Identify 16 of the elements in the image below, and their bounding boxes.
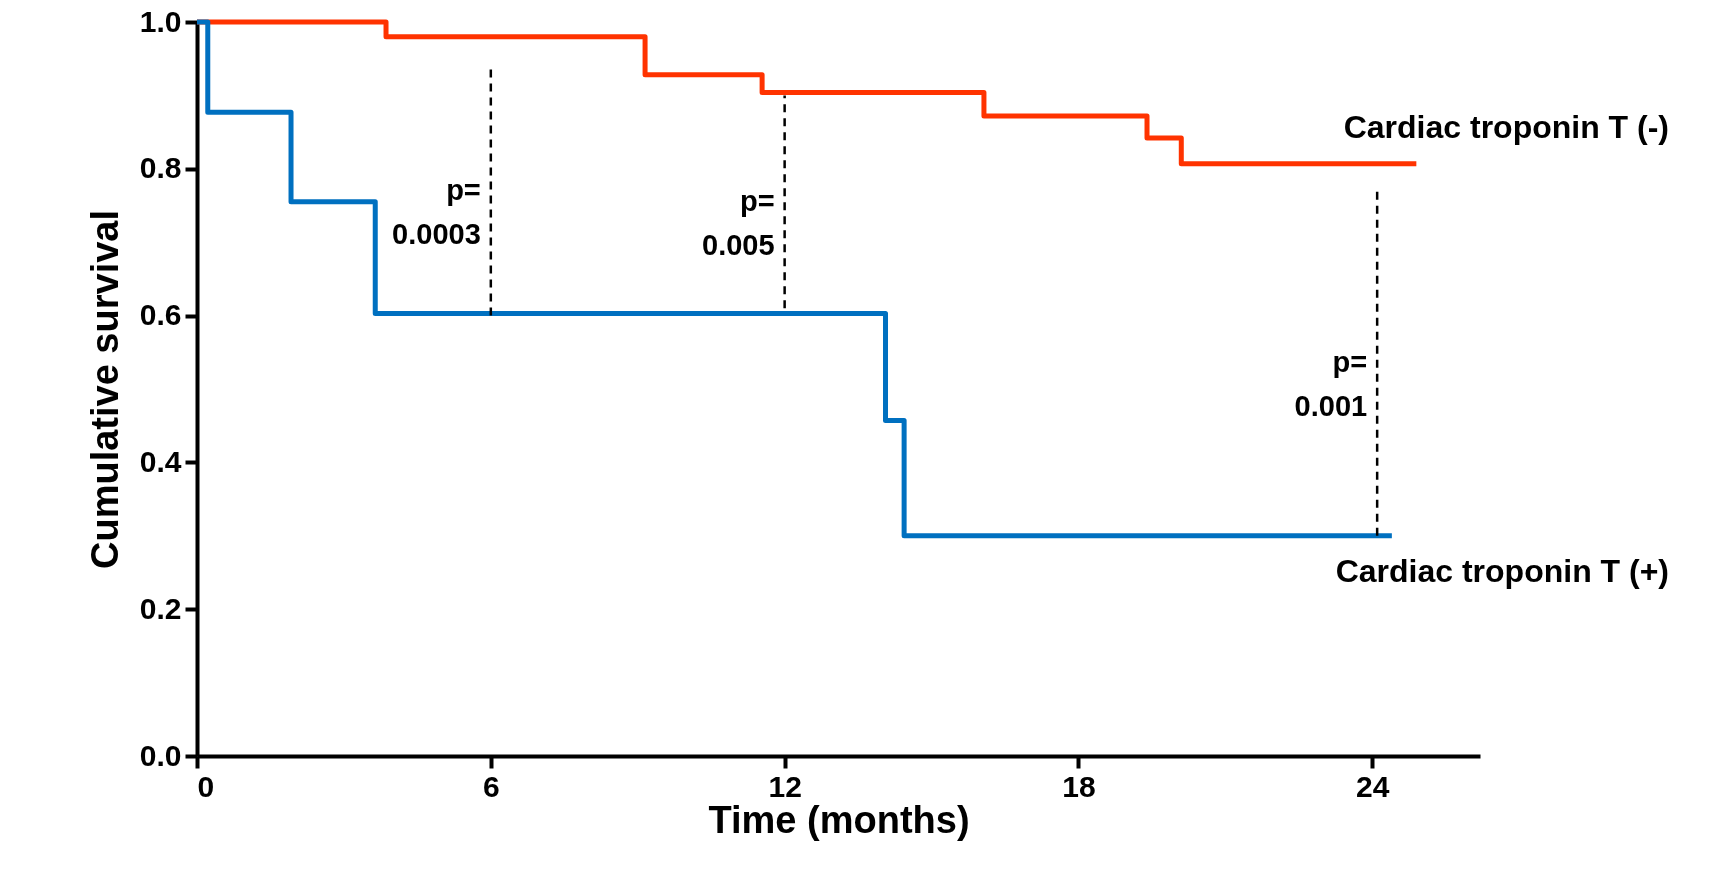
- y-tick-label: 0.4: [139, 444, 182, 478]
- x-tick-label: 24: [1356, 769, 1390, 803]
- y-tick-label: 0.0: [139, 738, 182, 772]
- annotation: p= 0.005: [702, 184, 775, 261]
- y-axis-title: Cumulative survival: [83, 209, 126, 570]
- y-tick-label: 0.6: [139, 298, 182, 332]
- y-tick-label: 1.0: [139, 4, 182, 38]
- annotation: p= 0.001: [1294, 346, 1368, 423]
- x-tick-label: 0: [197, 769, 215, 803]
- x-tick-label: 18: [1062, 769, 1096, 803]
- series-label: Cardiac troponin T (-): [1343, 108, 1669, 145]
- series-label: Cardiac troponin T (+): [1335, 552, 1669, 589]
- y-tick-label: 0.8: [139, 151, 182, 185]
- y-tick-label: 0.2: [139, 591, 182, 625]
- x-tick-label: 6: [482, 769, 500, 803]
- annotation: p= 0.0003: [392, 173, 481, 250]
